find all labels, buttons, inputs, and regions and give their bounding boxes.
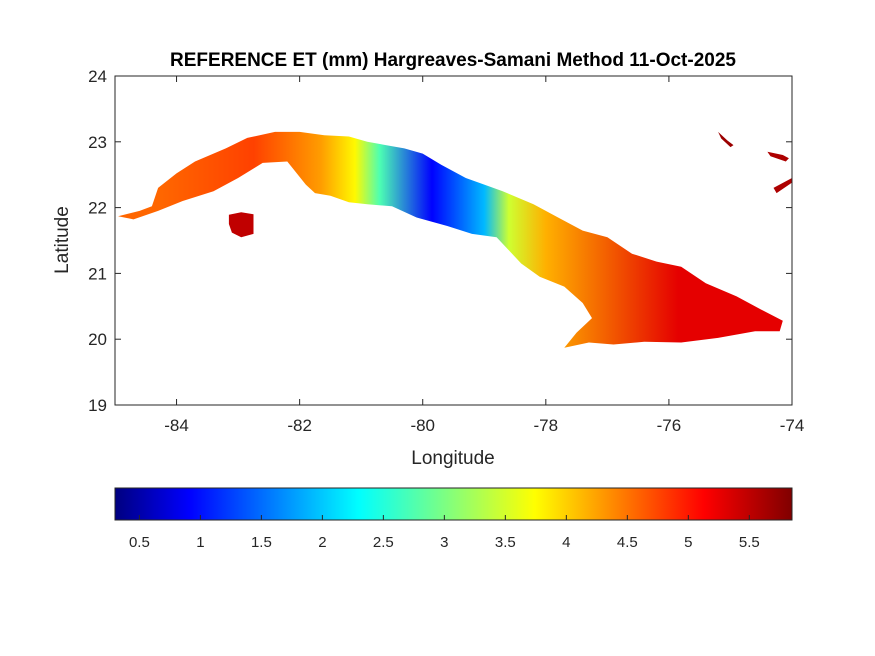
island-et-surface <box>718 131 734 148</box>
y-tick-label: 21 <box>88 264 107 283</box>
cuba-et-surface <box>118 131 783 348</box>
plot-frame <box>114 75 793 406</box>
colorbar <box>114 487 793 521</box>
colorbar-tick-label: 3.5 <box>495 534 516 551</box>
x-tick-label: -84 <box>164 416 189 435</box>
y-axis-label: Latitude <box>52 206 73 274</box>
colorbar-ticks: 0.5 1 1.5 2 2.5 3 3.5 4 4.5 5 5.5 <box>129 515 760 551</box>
colorbar-tick-label: 1.5 <box>251 534 272 551</box>
colorbar-tick-label: 3 <box>440 534 448 551</box>
island-et-surface <box>767 151 789 162</box>
x-axis: -84 -82 -80 -78 -76 -74 <box>164 76 804 435</box>
colorbar-tick-label: 5 <box>684 534 692 551</box>
chart-title: REFERENCE ET (mm) Hargreaves-Samani Meth… <box>170 50 736 71</box>
x-axis-label: Longitude <box>411 448 494 469</box>
y-axis: 19 20 21 22 23 24 <box>88 67 792 415</box>
colorbar-tick-label: 4.5 <box>617 534 638 551</box>
y-tick-label: 22 <box>88 199 107 218</box>
y-tick-label: 19 <box>88 396 107 415</box>
y-tick-label: 20 <box>88 330 107 349</box>
map-layer <box>118 131 792 348</box>
x-tick-label: -78 <box>534 416 559 435</box>
y-tick-label: 23 <box>88 133 107 152</box>
island-et-surface <box>228 212 254 238</box>
x-tick-label: -82 <box>287 416 312 435</box>
x-tick-label: -80 <box>410 416 435 435</box>
colorbar-tick-label: 1 <box>196 534 204 551</box>
colorbar-tick-label: 2.5 <box>373 534 394 551</box>
colorbar-tick-label: 2 <box>318 534 326 551</box>
colorbar-tick-label: 0.5 <box>129 534 150 551</box>
plot-area <box>115 76 792 405</box>
island-et-surface <box>773 178 792 194</box>
colorbar-tick-label: 4 <box>562 534 570 551</box>
x-tick-label: -76 <box>657 416 682 435</box>
colorbar-tick-label: 5.5 <box>739 534 760 551</box>
y-tick-label: 24 <box>88 67 107 86</box>
x-tick-label: -74 <box>780 416 805 435</box>
